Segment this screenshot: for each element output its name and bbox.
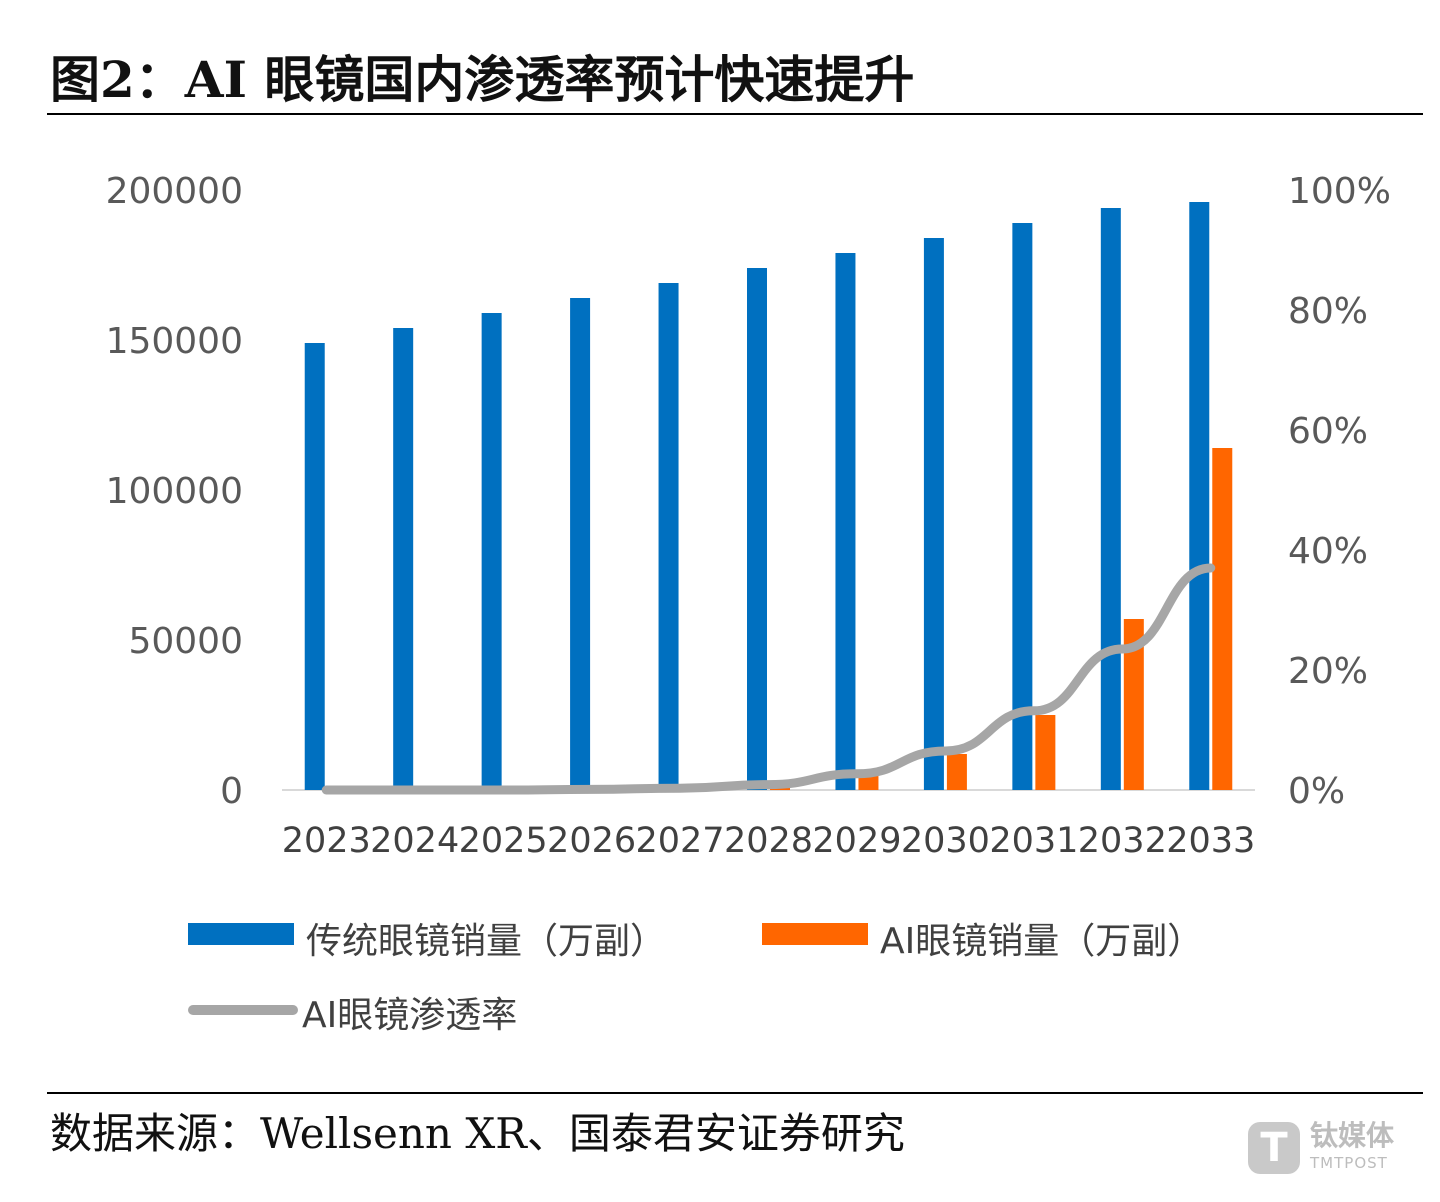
watermark-logo: T bbox=[1248, 1122, 1300, 1174]
left-tick-label: 50000 bbox=[128, 621, 243, 662]
bar-ai bbox=[858, 775, 879, 790]
legend-swatch-traditional bbox=[188, 923, 294, 945]
title-rule bbox=[47, 113, 1423, 115]
left-tick-label: 200000 bbox=[106, 171, 243, 212]
legend-label-traditional: 传统眼镜销量（万副） bbox=[306, 921, 667, 962]
right-tick-label: 40% bbox=[1288, 531, 1368, 572]
x-tick-label: 2023 bbox=[282, 821, 371, 861]
bar-traditional bbox=[1100, 208, 1121, 790]
bar-traditional bbox=[747, 268, 767, 790]
bar-ai bbox=[1123, 619, 1144, 790]
left-axis: 0 50000 100000 150000 200000 bbox=[106, 171, 243, 812]
bar-traditional bbox=[923, 238, 944, 790]
figure-title: 图2：AI 眼镜国内渗透率预计快速提升 bbox=[50, 50, 915, 109]
x-tick-label: 2028 bbox=[724, 821, 813, 861]
line-series bbox=[321, 563, 1216, 795]
watermark-brand-en: TMTPOST bbox=[1310, 1154, 1388, 1172]
x-tick-label: 2025 bbox=[459, 821, 548, 861]
legend-swatch-rate bbox=[188, 1005, 298, 1015]
x-tick-label: 2024 bbox=[370, 821, 459, 861]
right-tick-label: 80% bbox=[1288, 291, 1368, 332]
bar-ai bbox=[946, 754, 967, 790]
bar-traditional bbox=[481, 313, 502, 790]
bar-ai bbox=[1212, 448, 1233, 790]
chart: 0 50000 100000 150000 200000 0% 20% 40% 60% 80% 1… bbox=[106, 171, 1391, 861]
bar-traditional bbox=[1012, 223, 1033, 790]
bar-traditional bbox=[304, 343, 325, 790]
right-tick-label: 20% bbox=[1288, 651, 1368, 692]
bar-traditional bbox=[393, 328, 414, 790]
source-note: 数据来源：Wellsenn XR、国泰君安证券研究 bbox=[50, 1109, 905, 1158]
watermark-brand: 钛媒体 bbox=[1310, 1119, 1395, 1152]
bar-traditional bbox=[835, 253, 856, 790]
bar-ai bbox=[1035, 715, 1056, 790]
bar-traditional bbox=[570, 298, 591, 790]
x-tick-label: 2030 bbox=[901, 821, 990, 861]
x-tick-label: 2026 bbox=[547, 821, 636, 861]
left-tick-label: 0 bbox=[220, 771, 243, 812]
bar-traditional bbox=[658, 283, 679, 790]
bar-series bbox=[304, 202, 1233, 790]
x-tick-label: 2033 bbox=[1166, 821, 1255, 861]
right-axis: 0% 20% 40% 60% 80% 100% bbox=[1288, 171, 1391, 812]
watermark: 钛媒体 TMTPOST bbox=[1310, 1122, 1394, 1171]
x-tick-label: 2029 bbox=[812, 821, 901, 861]
x-tick-label: 2032 bbox=[1078, 821, 1167, 861]
right-tick-label: 100% bbox=[1288, 171, 1391, 212]
source-rule bbox=[47, 1092, 1423, 1094]
legend-swatch-ai bbox=[762, 923, 868, 945]
bar-traditional bbox=[1189, 202, 1210, 790]
line-rate bbox=[321, 563, 1216, 795]
legend-label-rate: AI眼镜渗透率 bbox=[302, 995, 518, 1036]
left-tick-label: 100000 bbox=[106, 471, 243, 512]
right-tick-label: 60% bbox=[1288, 411, 1368, 452]
left-tick-label: 150000 bbox=[106, 321, 243, 362]
x-axis: 2023 2024 2025 2026 2027 2028 2029 2030 2031 2032… bbox=[282, 821, 1256, 861]
x-tick-label: 2027 bbox=[636, 821, 725, 861]
legend-label-ai: AI眼镜销量（万副） bbox=[880, 921, 1204, 962]
x-tick-label: 2031 bbox=[989, 821, 1078, 861]
right-tick-label: 0% bbox=[1288, 771, 1345, 812]
